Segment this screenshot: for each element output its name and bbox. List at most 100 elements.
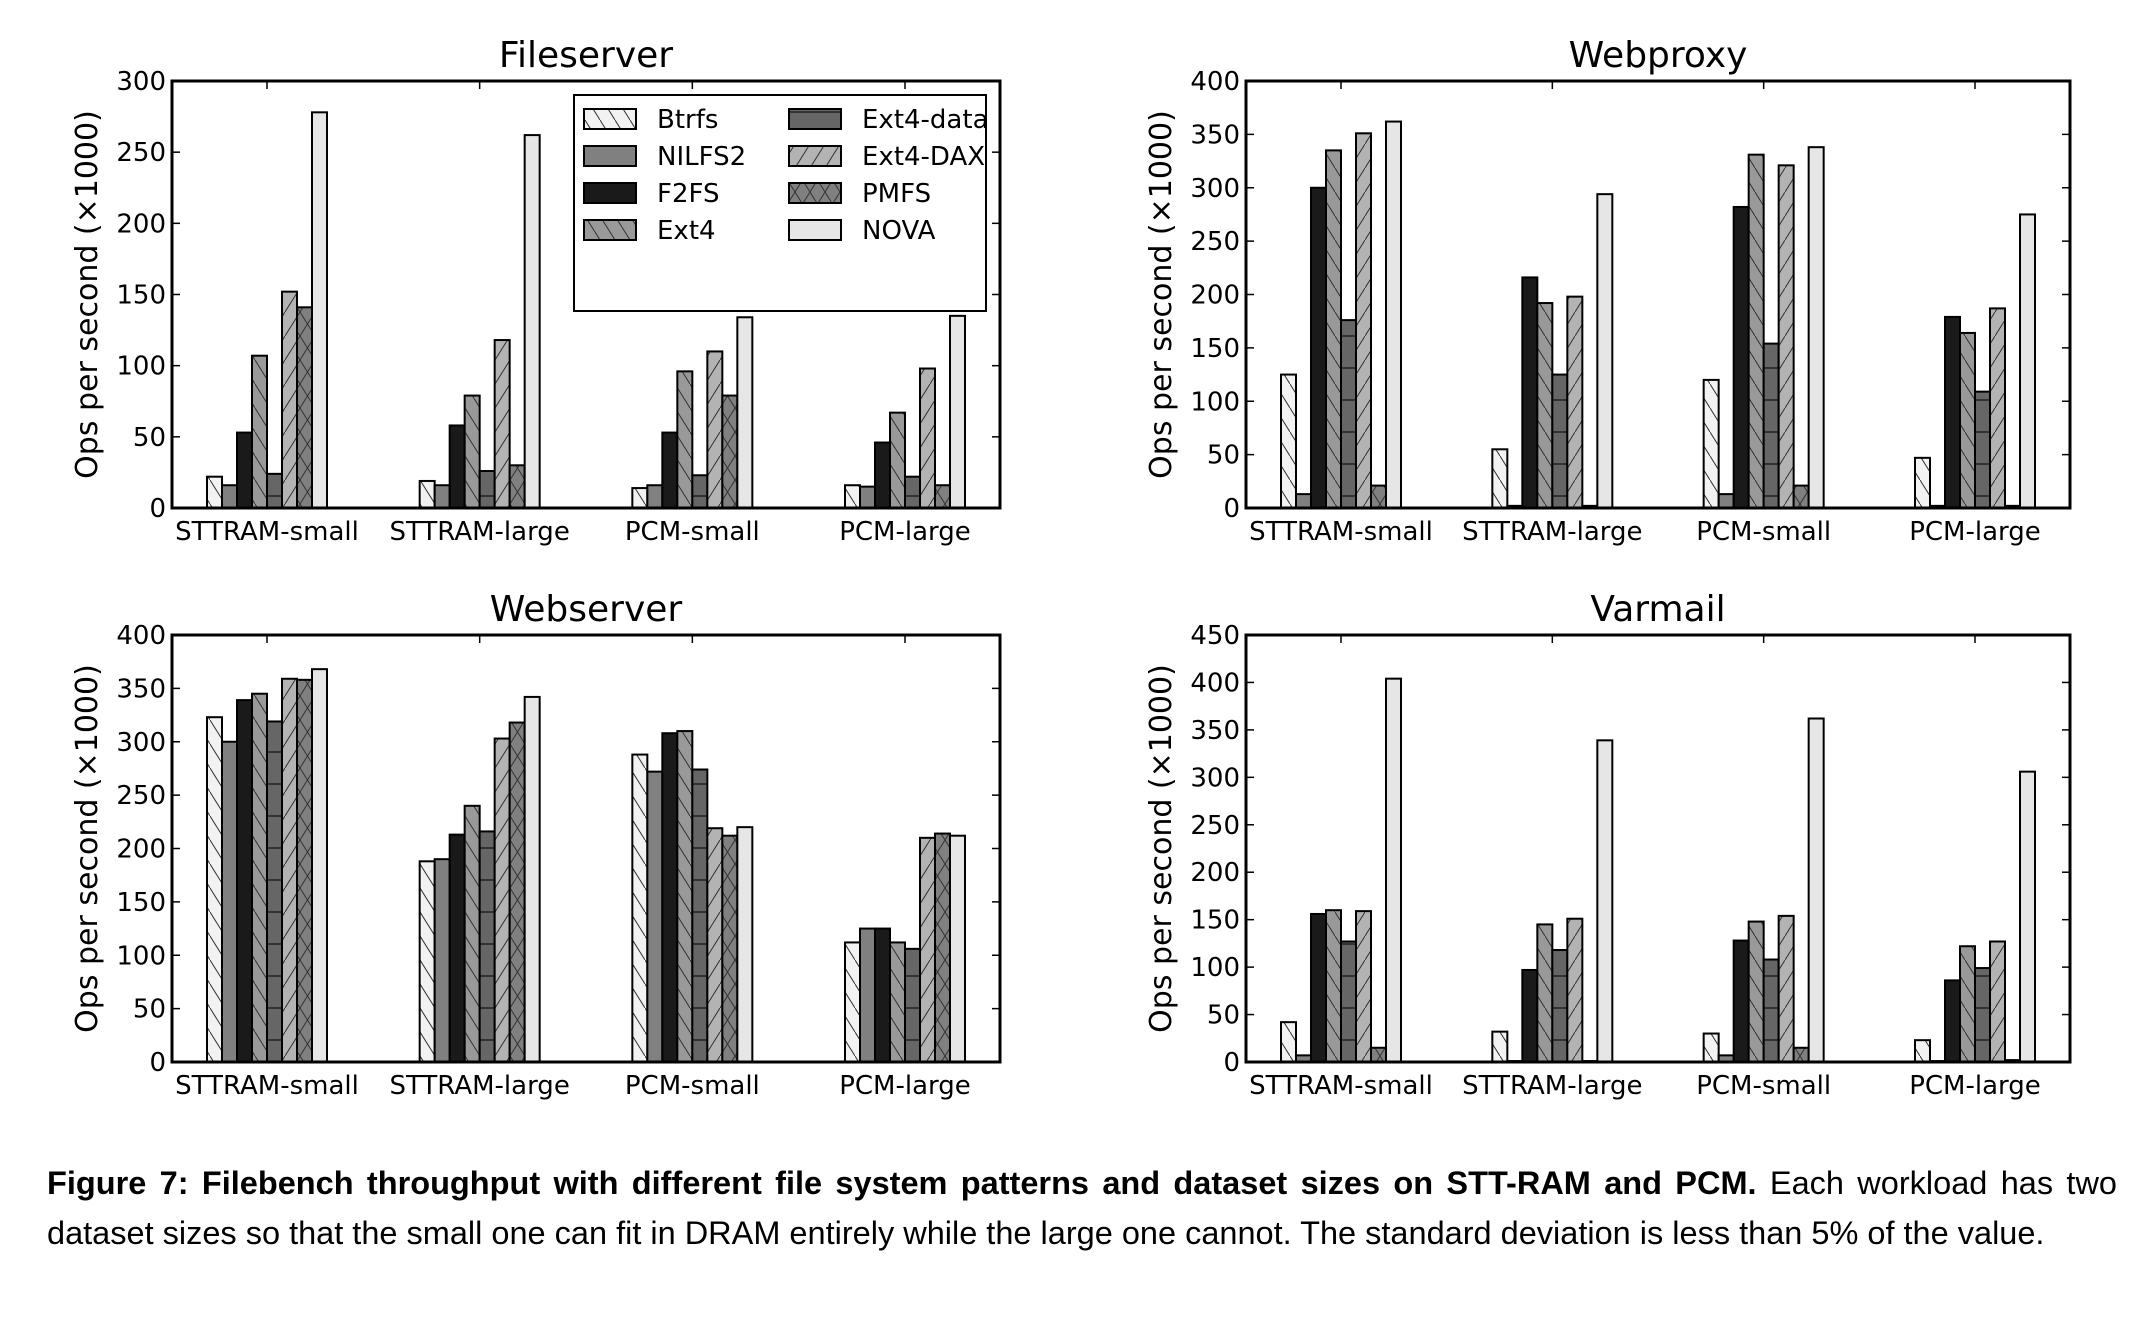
bar-nova <box>950 315 965 508</box>
bar-hatch-pmfs <box>1371 1047 1386 1062</box>
bar-f2fs <box>1945 316 1960 508</box>
x-tick-label: STTRAM-large <box>1462 517 1642 547</box>
bar-nilfs2 <box>222 741 237 1062</box>
bar-hatch-btrfs <box>1492 449 1508 508</box>
y-tick-label: 50 <box>1207 1001 1240 1031</box>
bar-hatch-ext4-data <box>1975 968 1990 1062</box>
legend-swatch-hatch <box>584 220 636 240</box>
plot-frame <box>170 79 1002 510</box>
figure: Fileserver Ops per second (×1000) 0 50 100 15… <box>70 35 2072 1101</box>
y-tick-label: 300 <box>116 728 166 758</box>
x-tick-label: STTRAM-small <box>175 1071 359 1101</box>
x-tick-label: PCM-large <box>839 517 971 547</box>
bar-f2fs <box>449 834 465 1062</box>
chart-title: Webserver <box>490 589 683 630</box>
bar-nilfs2 <box>434 859 450 1062</box>
y-tick-label: 300 <box>116 67 166 97</box>
x-tick-label: STTRAM-large <box>390 1071 570 1101</box>
legend-swatch-hatch <box>789 183 841 203</box>
legend-swatch-outline <box>788 145 842 167</box>
bar-nilfs2 <box>1718 1055 1734 1062</box>
y-tick-label: 100 <box>116 941 166 971</box>
bar-hatch-pmfs <box>509 465 525 508</box>
legend-swatch-hatch <box>789 146 841 166</box>
caption-body: Each workload has two dataset sizes so t… <box>47 1165 2118 1251</box>
x-tick-label: PCM-small <box>625 1071 760 1101</box>
figure-caption: Figure 7: Filebench throughput with diff… <box>47 1158 2117 1258</box>
bar-hatch-ext4 <box>1537 303 1553 508</box>
y-tick-label: 50 <box>133 423 166 453</box>
legend-label: Ext4-DAX <box>862 142 985 172</box>
bar-hatch-pmfs <box>1371 485 1386 508</box>
bar-nilfs2 <box>1718 494 1734 508</box>
bar-hatch-ext4-data <box>692 475 708 508</box>
legend-swatch-outline <box>583 145 637 167</box>
legend-swatch-outline <box>788 219 842 241</box>
bar-hatch-ext4 <box>677 731 693 1062</box>
bar-f2fs <box>1522 277 1538 508</box>
bar-hatch-ext4-data <box>1763 343 1779 508</box>
bar-hatch-ext4 <box>1960 946 1975 1062</box>
bar-hatch-ext4-dax <box>1778 165 1794 508</box>
bar-hatch-ext4-data <box>479 831 495 1062</box>
y-tick-label: 100 <box>1190 953 1240 983</box>
y-tick-label: 400 <box>1190 67 1240 97</box>
bar-hatch-ext4 <box>1748 154 1764 508</box>
legend-swatch-outline <box>583 219 637 241</box>
y-tick-label: 350 <box>1190 120 1240 150</box>
bar-nova <box>312 112 327 509</box>
chart-title: Fileserver <box>499 35 673 76</box>
y-tick-label: 250 <box>1190 811 1240 841</box>
bar-hatch-btrfs <box>1915 457 1930 508</box>
bar-nilfs2 <box>1296 494 1311 508</box>
bar-hatch-ext4-dax <box>707 828 723 1062</box>
bar-hatch-ext4-data <box>905 476 920 508</box>
bar-hatch-ext4-data <box>1552 374 1568 508</box>
bar-f2fs <box>1522 969 1538 1062</box>
bar-hatch-pmfs <box>722 835 738 1062</box>
legend-swatch <box>584 146 636 166</box>
bar-hatch-btrfs <box>207 476 222 508</box>
bar-f2fs <box>875 442 890 508</box>
bar-nova <box>524 135 540 508</box>
x-tick-label: STTRAM-large <box>390 517 570 547</box>
bar-hatch-ext4 <box>252 355 267 508</box>
bar-hatch-ext4-data <box>1975 391 1990 508</box>
bar-hatch-pmfs <box>297 679 312 1062</box>
bar-hatch-ext4 <box>1748 921 1764 1062</box>
bar-nilfs2 <box>434 485 450 508</box>
bar-hatch-btrfs <box>1703 379 1719 508</box>
y-tick-label: 50 <box>133 995 166 1025</box>
bar-nova <box>2020 214 2035 508</box>
bar-f2fs <box>662 432 678 508</box>
bar-hatch-ext4 <box>677 371 693 508</box>
x-tick-label: PCM-large <box>839 1071 971 1101</box>
bar-hatch-ext4-data <box>479 470 495 508</box>
y-tick-label: 250 <box>116 781 166 811</box>
bar-f2fs <box>662 733 678 1062</box>
bar-nova <box>2020 771 2035 1062</box>
legend-label: PMFS <box>862 179 931 209</box>
bar-hatch-btrfs <box>845 942 860 1062</box>
bar-hatch-ext4-dax <box>1356 133 1371 508</box>
y-tick-label: 200 <box>1190 281 1240 311</box>
legend-swatch-hatch <box>584 109 636 129</box>
y-tick-label: 400 <box>116 621 166 651</box>
bar-hatch-ext4 <box>890 942 905 1062</box>
bar-hatch-ext4 <box>1326 910 1341 1062</box>
y-tick-label: 50 <box>1207 441 1240 471</box>
bar-hatch-ext4-dax <box>707 351 723 508</box>
bar-hatch-ext4-data <box>267 721 282 1062</box>
legend-swatch <box>789 220 841 240</box>
bar-hatch-pmfs <box>297 307 312 508</box>
bar-nova <box>1808 718 1824 1062</box>
y-tick-label: 350 <box>1190 716 1240 746</box>
y-tick-label: 250 <box>116 138 166 168</box>
y-tick-label: 0 <box>149 1048 166 1078</box>
bar-hatch-btrfs <box>1281 374 1296 508</box>
y-tick-label: 200 <box>1190 858 1240 888</box>
bar-nova <box>1597 194 1613 508</box>
x-tick-label: STTRAM-large <box>1462 1071 1642 1101</box>
bar-hatch-ext4-data <box>1341 320 1356 508</box>
legend-item: Btrfs <box>583 105 718 135</box>
